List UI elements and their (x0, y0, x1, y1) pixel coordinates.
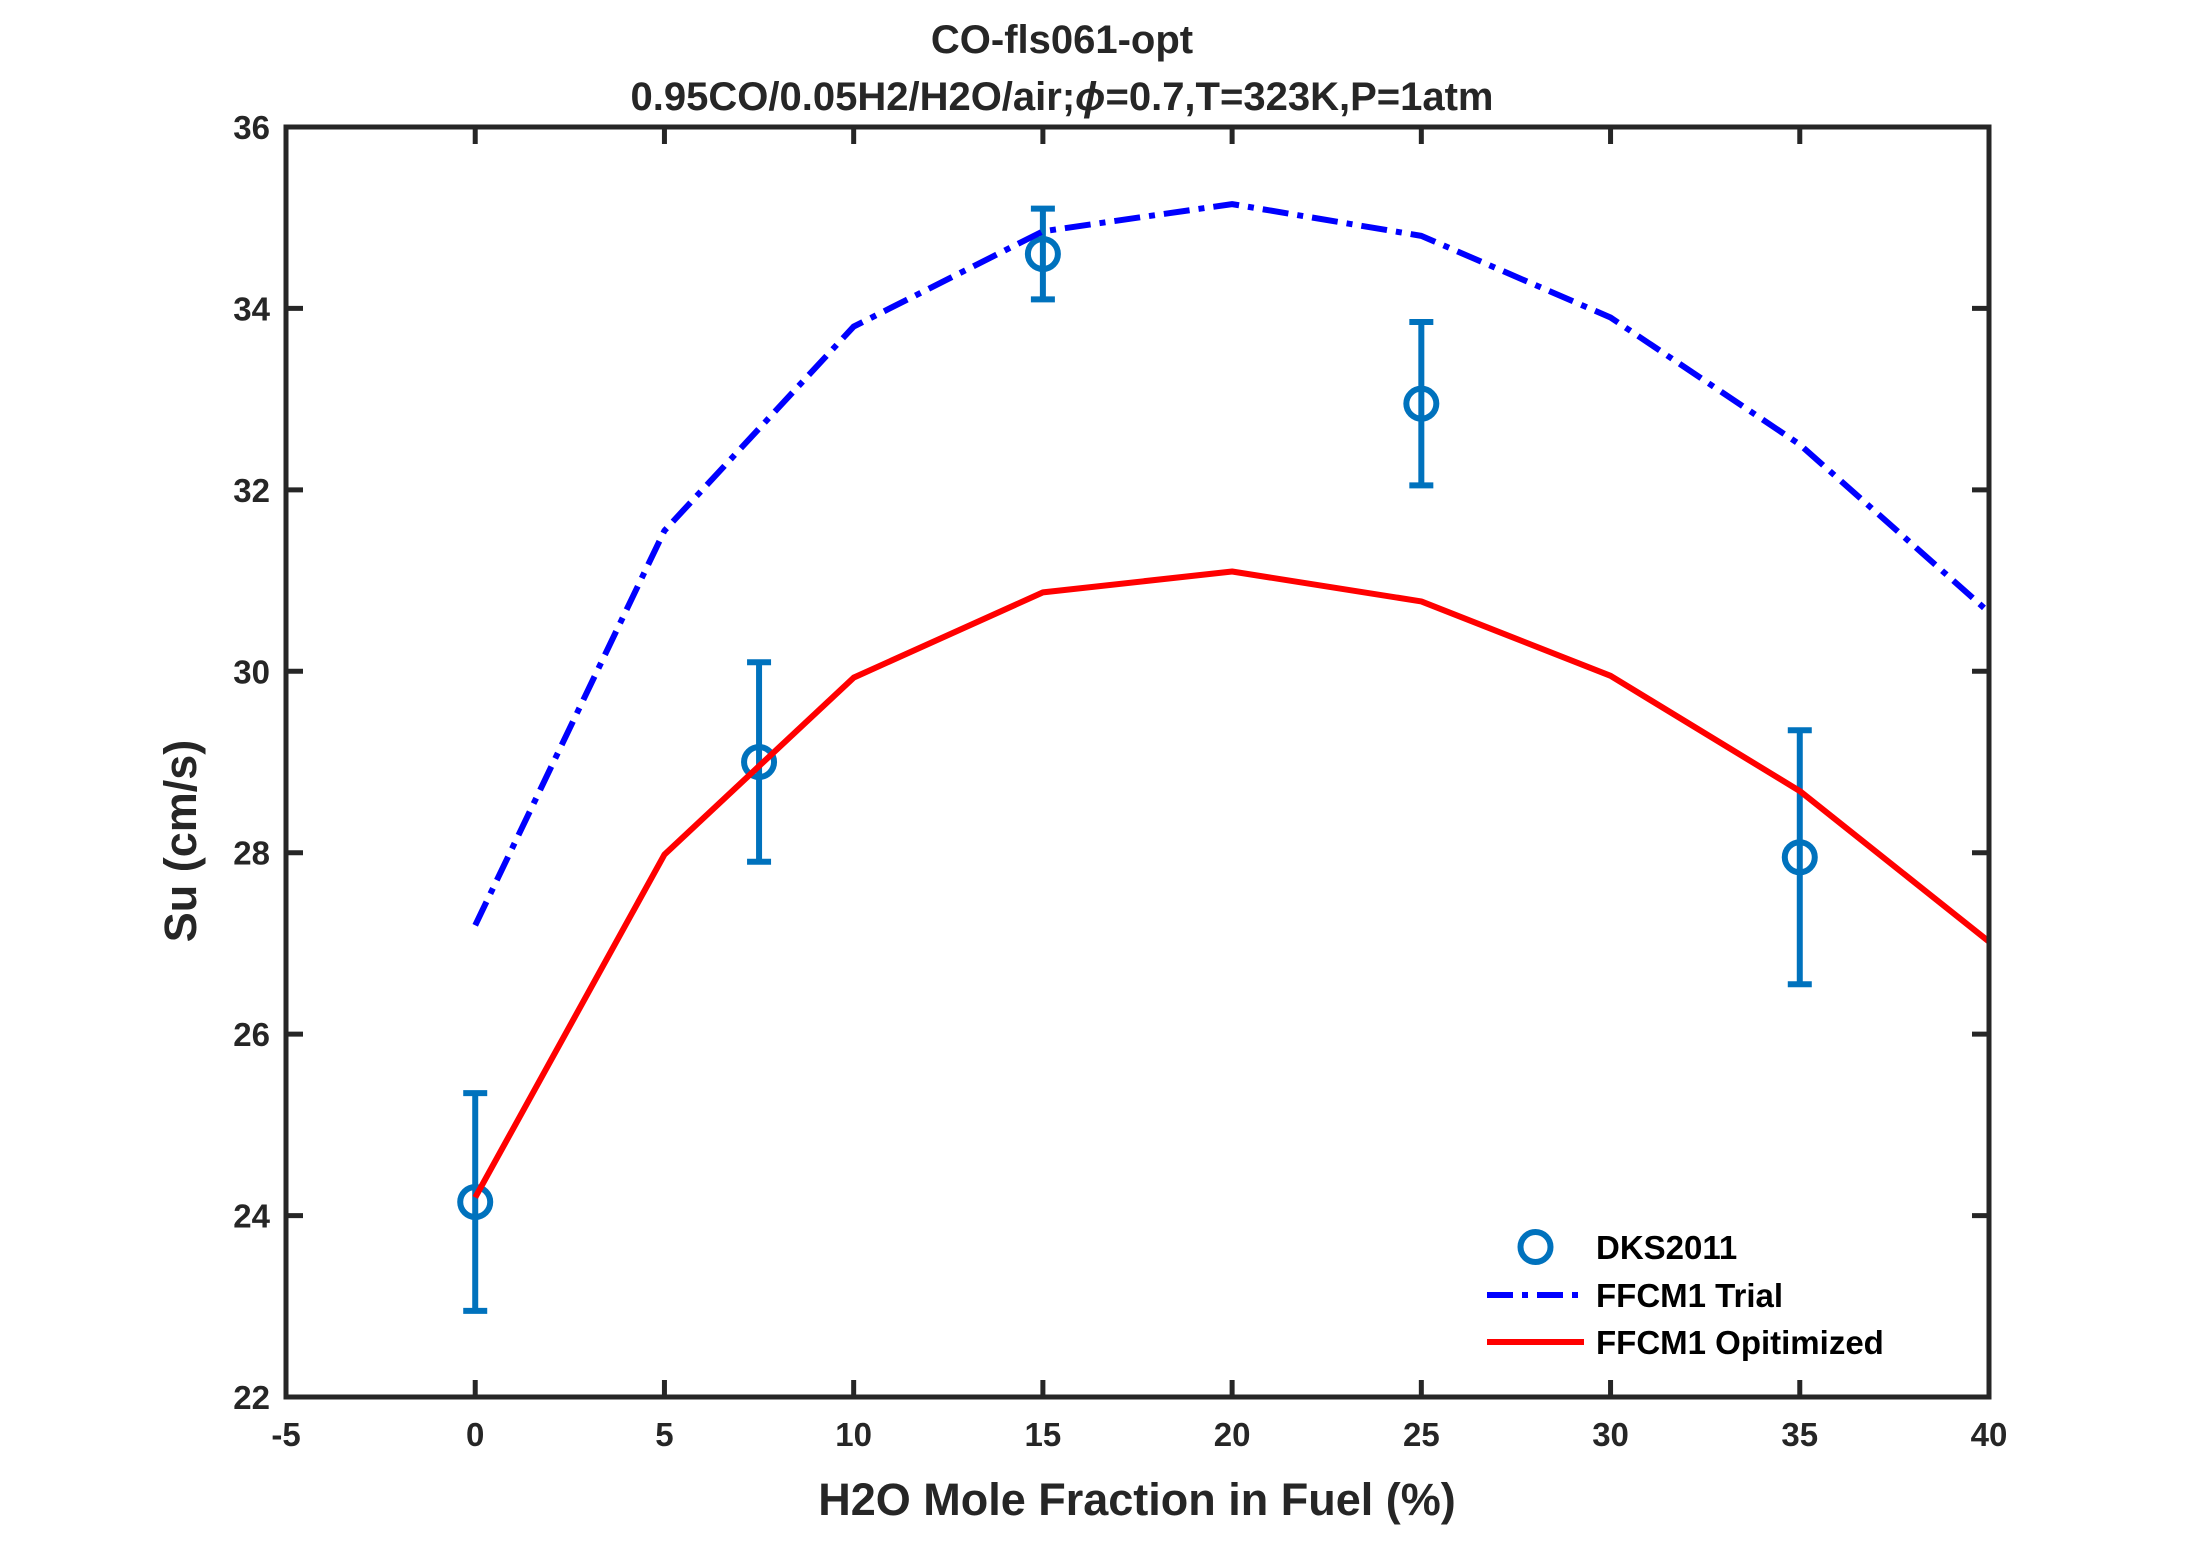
legend-marker-dks2011 (1517, 1229, 1554, 1265)
y-tick-label: 30 (233, 653, 270, 690)
y-tick-label: 26 (233, 1016, 270, 1053)
x-tick-label: 15 (1025, 1416, 1062, 1453)
x-axis-label: H2O Mole Fraction in Fuel (%) (818, 1474, 1456, 1525)
subtitle-prefix: 0.95CO/0.05H2/H2O/air; (631, 75, 1076, 119)
subtitle-phi-symbol: ϕ (1075, 75, 1105, 119)
chart-title: CO-fls061-opt (931, 18, 1193, 62)
legend-label: FFCM1 Opitimized (1596, 1324, 1884, 1361)
x-tick-label: 25 (1403, 1416, 1440, 1453)
legend-label: DKS2011 (1596, 1229, 1737, 1266)
y-axis-ticks: 22 24 26 28 30 32 34 36 (233, 109, 1989, 1416)
axes-frame (283, 124, 1992, 1400)
x-axis-ticks: -5 0 5 10 15 20 25 30 35 40 (271, 127, 2007, 1453)
plot-area (283, 124, 1992, 1400)
data-point-marker (1024, 236, 1061, 272)
x-tick-label: 35 (1781, 1416, 1818, 1453)
y-axis-label: Su (cm/s) (155, 740, 206, 943)
y-tick-label: 24 (233, 1198, 270, 1235)
plot-background (286, 127, 1989, 1397)
series-line-ffcm1-optimized (472, 568, 1991, 1199)
data-point-marker (741, 744, 778, 780)
x-tick-label: 0 (466, 1416, 484, 1453)
legend: DKS2011 FFCM1 Trial FFCM1 Opitimized (1487, 1229, 1884, 1361)
x-tick-label: -5 (271, 1416, 300, 1453)
data-point-marker (457, 1183, 494, 1220)
data-point-marker (1403, 385, 1440, 422)
legend-label: FFCM1 Trial (1596, 1277, 1783, 1314)
x-tick-label: 10 (835, 1416, 872, 1453)
y-tick-label: 28 (233, 835, 270, 872)
chart-subtitle: 0.95CO/0.05H2/H2O/air;ϕ=0.7,T=323K,P=1at… (631, 75, 1494, 119)
x-tick-label: 5 (655, 1416, 673, 1453)
y-tick-label: 22 (233, 1379, 270, 1416)
data-point-marker (1781, 839, 1818, 876)
y-tick-label: 36 (233, 109, 270, 146)
y-tick-label: 34 (233, 290, 270, 327)
x-tick-label: 30 (1592, 1416, 1629, 1453)
x-tick-label: 20 (1214, 1416, 1251, 1453)
x-tick-label: 40 (1971, 1416, 2008, 1453)
subtitle-suffix: =0.7,T=323K,P=1atm (1105, 75, 1493, 119)
y-tick-label: 32 (233, 472, 270, 509)
series-line-ffcm1-trial (472, 201, 1991, 927)
